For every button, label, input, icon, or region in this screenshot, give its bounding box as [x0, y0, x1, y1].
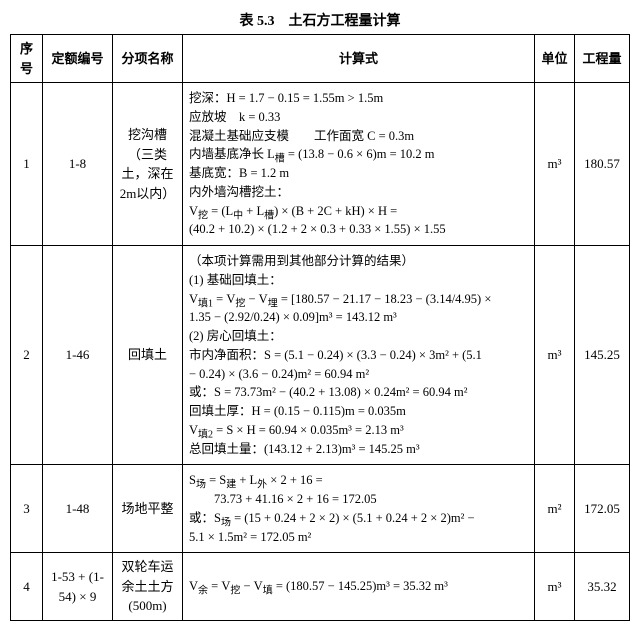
cell-unit: m³ — [535, 553, 575, 621]
table-row: 11-8挖沟槽（三类土，深在2m以内）挖深：H = 1.7 − 0.15 = 1… — [11, 83, 630, 246]
cell-qty: 172.05 — [575, 465, 630, 553]
table-title: 表 5.3 土石方工程量计算 — [10, 10, 630, 30]
cell-seq: 2 — [11, 246, 43, 465]
table-row: 31-48场地平整S场 = S建 + L外 × 2 + 16 = 73.73 +… — [11, 465, 630, 553]
cell-unit: m³ — [535, 246, 575, 465]
cell-calc: V余 = V挖 − V填 = (180.57 − 145.25)m³ = 35.… — [183, 553, 535, 621]
cell-name: 场地平整 — [113, 465, 183, 553]
col-header-seq: 序号 — [11, 35, 43, 83]
cell-qty: 35.32 — [575, 553, 630, 621]
cell-seq: 1 — [11, 83, 43, 246]
cell-code: 1-8 — [43, 83, 113, 246]
cell-calc: 挖深：H = 1.7 − 0.15 = 1.55m > 1.5m应放坡 k = … — [183, 83, 535, 246]
col-header-qty: 工程量 — [575, 35, 630, 83]
cell-code: 1-46 — [43, 246, 113, 465]
col-header-unit: 单位 — [535, 35, 575, 83]
table-row: 21-46回填土（本项计算需用到其他部分计算的结果）(1) 基础回填土：V填1 … — [11, 246, 630, 465]
col-header-name: 分项名称 — [113, 35, 183, 83]
cell-qty: 180.57 — [575, 83, 630, 246]
col-header-code: 定额编号 — [43, 35, 113, 83]
cell-name: 双轮车运余土土方(500m) — [113, 553, 183, 621]
cell-code: 1-48 — [43, 465, 113, 553]
table-row: 41-53 + (1-54) × 9双轮车运余土土方(500m)V余 = V挖 … — [11, 553, 630, 621]
cell-qty: 145.25 — [575, 246, 630, 465]
calc-table: 序号 定额编号 分项名称 计算式 单位 工程量 11-8挖沟槽（三类土，深在2m… — [10, 34, 630, 621]
cell-unit: m³ — [535, 83, 575, 246]
cell-unit: m² — [535, 465, 575, 553]
cell-calc: （本项计算需用到其他部分计算的结果）(1) 基础回填土：V填1 = V挖 − V… — [183, 246, 535, 465]
col-header-calc: 计算式 — [183, 35, 535, 83]
table-header-row: 序号 定额编号 分项名称 计算式 单位 工程量 — [11, 35, 630, 83]
cell-name: 挖沟槽（三类土，深在2m以内） — [113, 83, 183, 246]
cell-seq: 4 — [11, 553, 43, 621]
cell-name: 回填土 — [113, 246, 183, 465]
cell-code: 1-53 + (1-54) × 9 — [43, 553, 113, 621]
cell-seq: 3 — [11, 465, 43, 553]
cell-calc: S场 = S建 + L外 × 2 + 16 = 73.73 + 41.16 × … — [183, 465, 535, 553]
